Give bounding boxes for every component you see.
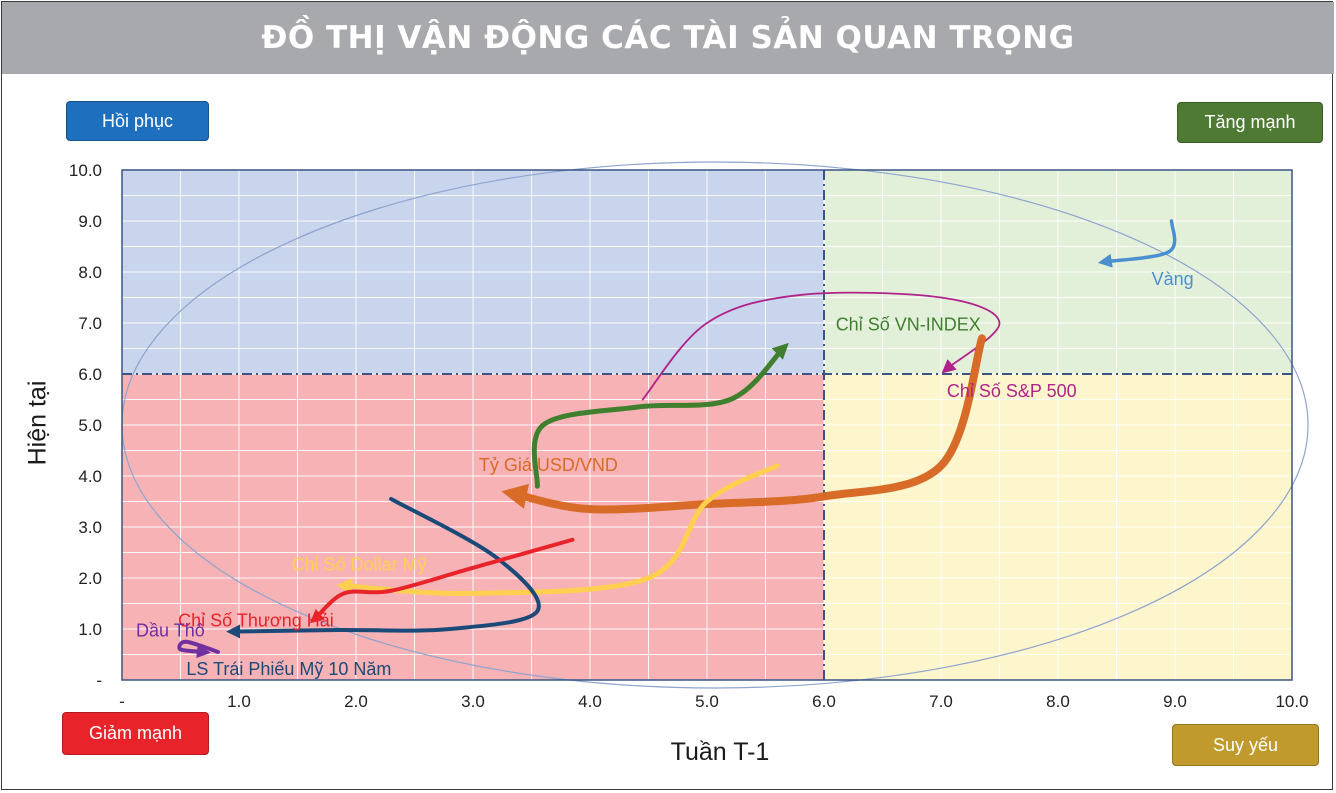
y-tick-label: 7.0 <box>78 314 102 333</box>
x-tick-label: 7.0 <box>929 692 953 711</box>
series-ls-trai-phieu-my-10-nam-line <box>226 496 541 639</box>
series-ty-gia-usd-vnd-label: Tỷ Giá USD/VND <box>479 455 618 475</box>
y-axis-title: Hiện tại <box>23 380 52 466</box>
quadrant-badge-recovery: Hồi phục <box>66 101 209 141</box>
y-tick-label: 5.0 <box>78 416 102 435</box>
title-bar: ĐỒ THỊ VẬN ĐỘNG CÁC TÀI SẢN QUAN TRỌNG <box>2 2 1334 74</box>
y-tick-label: 6.0 <box>78 365 102 384</box>
y-tick-label: 4.0 <box>78 467 102 486</box>
x-tick-label: 5.0 <box>695 692 719 711</box>
x-tick-label: - <box>119 692 125 711</box>
series-dau-tho-label: Dầu Thô <box>136 621 205 641</box>
y-tick-label: 8.0 <box>78 263 102 282</box>
series-chi-so-dollar-my-label: Chỉ Số Dollar Mỹ <box>292 554 427 574</box>
y-tick-label: 3.0 <box>78 518 102 537</box>
y-tick-label: 1.0 <box>78 620 102 639</box>
series-chi-so-vn-index-line <box>531 342 789 489</box>
series-chi-so-s-p-500-line <box>641 291 1001 401</box>
y-tick-label: - <box>96 671 102 690</box>
x-tick-label: 9.0 <box>1163 692 1187 711</box>
x-tick-label: 8.0 <box>1046 692 1070 711</box>
quadrant-badge-strong-growth: Tăng mạnh <box>1177 102 1323 143</box>
series-chi-so-s-p-500-label: Chỉ Số S&P 500 <box>947 381 1077 401</box>
x-tick-label: 4.0 <box>578 692 602 711</box>
series-vang-line <box>1097 219 1177 268</box>
y-tick-label: 10.0 <box>69 161 102 180</box>
series-ls-trai-phieu-my-10-nam-label: LS Trái Phiếu Mỹ 10 Năm <box>186 659 391 679</box>
series-dau-tho-line <box>177 639 220 659</box>
y-tick-label: 9.0 <box>78 212 102 231</box>
plot-border <box>121 169 1293 681</box>
series-ty-gia-usd-vnd-line <box>501 334 986 514</box>
x-tick-label: 10.0 <box>1275 692 1308 711</box>
x-tick-label: 6.0 <box>812 692 836 711</box>
x-axis-title: Tuần T-1 <box>670 738 770 766</box>
series-vang-label: Vàng <box>1152 269 1194 289</box>
x-tick-label: 1.0 <box>227 692 251 711</box>
chart-title: ĐỒ THỊ VẬN ĐỘNG CÁC TÀI SẢN QUAN TRỌNG <box>261 20 1075 56</box>
series-chi-so-thuong-hai-line <box>309 537 575 624</box>
x-tick-label: 3.0 <box>461 692 485 711</box>
x-tick-label: 2.0 <box>344 692 368 711</box>
quadrant-badge-strong-decline: Giảm mạnh <box>62 712 209 755</box>
series-chi-so-dollar-my-line <box>336 463 780 596</box>
y-tick-label: 2.0 <box>78 569 102 588</box>
series-chi-so-vn-index-label: Chỉ Số VN-INDEX <box>836 315 981 335</box>
series-chi-so-thuong-hai-label: Chỉ Số Thương Hải <box>178 610 334 630</box>
quadrant-badge-weakening: Suy yếu <box>1172 724 1319 766</box>
